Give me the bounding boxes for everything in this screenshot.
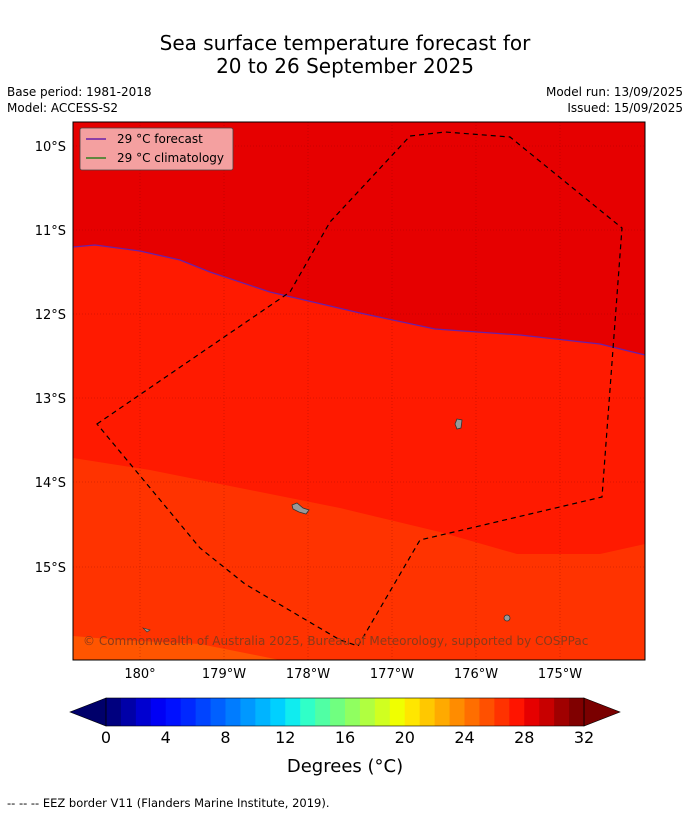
lon-label: 179°W bbox=[202, 667, 246, 682]
colorbar-segment bbox=[106, 698, 122, 726]
colorbar-segment bbox=[285, 698, 301, 726]
colorbar-tick-label: 4 bbox=[161, 728, 171, 747]
colorbar bbox=[69, 697, 621, 727]
sst-map-figure: © Commonwealth of Australia 2025, Bureau… bbox=[35, 121, 646, 777]
copyright-notice: © Commonwealth of Australia 2025, Bureau… bbox=[83, 634, 588, 648]
colorbar-tick-label: 24 bbox=[454, 728, 474, 747]
colorbar-segment bbox=[165, 698, 182, 726]
colorbar-segment bbox=[315, 698, 331, 726]
map-frame bbox=[72, 121, 646, 661]
island-south bbox=[503, 614, 511, 622]
colorbar-segment bbox=[210, 698, 226, 726]
lat-label: 13°S bbox=[35, 392, 66, 407]
colorbar-segment bbox=[464, 698, 480, 726]
colorbar-segment bbox=[255, 698, 271, 726]
colorbar-segment bbox=[524, 698, 540, 726]
issued-date: Issued: 15/09/2025 bbox=[567, 101, 683, 115]
lon-label: 175°W bbox=[538, 667, 582, 682]
colorbar-segment bbox=[330, 698, 346, 726]
colorbar-segment bbox=[569, 698, 585, 726]
colorbar-segment bbox=[240, 698, 256, 726]
base-period: Base period: 1981-2018 bbox=[7, 85, 152, 99]
colorbar-segment bbox=[225, 698, 241, 726]
island-west bbox=[291, 502, 310, 515]
lon-label: 176°W bbox=[454, 667, 498, 682]
colorbar-segment bbox=[479, 698, 495, 726]
forecast-29c-contour bbox=[73, 244, 645, 356]
colorbar-segment bbox=[135, 698, 152, 726]
model-run: Model run: 13/09/2025 bbox=[545, 85, 683, 99]
lat-label: 15°S bbox=[35, 561, 66, 576]
latitude-labels: 10°S 11°S 12°S 13°S 14°S 15°S bbox=[35, 140, 66, 576]
longitude-labels: 180° 179°W 178°W 177°W 176°W 175°W bbox=[124, 667, 582, 682]
eez-source-note: -- -- -- EEZ border V11 (Flanders Marine… bbox=[7, 796, 330, 810]
colorbar-segment bbox=[434, 698, 451, 726]
colorbar-tick-label: 0 bbox=[101, 728, 111, 747]
colorbar-tick-label: 8 bbox=[220, 728, 230, 747]
colorbar-segment bbox=[374, 698, 391, 726]
colorbar-segment bbox=[509, 698, 525, 726]
colorbar-segment bbox=[150, 698, 167, 726]
lon-label: 180° bbox=[124, 667, 155, 682]
colorbar-tick-label: 20 bbox=[395, 728, 415, 747]
sst-zone-26-27-corner bbox=[73, 636, 280, 660]
colorbar-segment bbox=[494, 698, 510, 726]
colorbar-segment bbox=[300, 698, 316, 726]
colorbar-tick-label: 28 bbox=[514, 728, 534, 747]
colorbar-frame bbox=[105, 697, 585, 727]
colorbar-min-extension bbox=[69, 697, 107, 727]
colorbar-label: Degrees (°C) bbox=[287, 756, 403, 777]
lat-label: 10°S bbox=[35, 140, 66, 155]
title-line-1: Sea surface temperature forecast for bbox=[159, 31, 531, 55]
eez-border bbox=[96, 131, 623, 647]
colorbar-ticks: 0 4 8 12 16 20 24 28 32 bbox=[101, 728, 594, 747]
lon-label: 178°W bbox=[286, 667, 330, 682]
colorbar-segment bbox=[389, 698, 406, 726]
colorbar-segment bbox=[404, 698, 421, 726]
colorbar-segment bbox=[345, 698, 361, 726]
colorbar-segment bbox=[539, 698, 555, 726]
map-legend: 29 °C forecast 29 °C climatology bbox=[79, 127, 234, 171]
sst-zone-29-30 bbox=[73, 122, 645, 355]
colorbar-tick-label: 16 bbox=[335, 728, 355, 747]
colorbar-segment bbox=[120, 698, 137, 726]
legend-climatology-label: 29 °C climatology bbox=[117, 151, 224, 165]
lon-label: 177°W bbox=[370, 667, 414, 682]
title-line-2: 20 to 26 September 2025 bbox=[216, 54, 474, 78]
colorbar-segment bbox=[195, 698, 212, 726]
legend-forecast-label: 29 °C forecast bbox=[117, 132, 203, 146]
colorbar-segment bbox=[449, 698, 465, 726]
lat-label: 12°S bbox=[35, 308, 66, 323]
island-southwest bbox=[141, 627, 151, 633]
colorbar-segment bbox=[419, 698, 436, 726]
colorbar-max-extension bbox=[583, 697, 621, 727]
colorbar-segment bbox=[554, 698, 570, 726]
map-plot-area: © Commonwealth of Australia 2025, Bureau… bbox=[73, 122, 645, 660]
colorbar-tick-label: 32 bbox=[574, 728, 594, 747]
model-name: Model: ACCESS-S2 bbox=[7, 101, 119, 115]
lat-label: 14°S bbox=[35, 476, 66, 491]
lat-label: 11°S bbox=[35, 224, 66, 239]
colorbar-segment bbox=[359, 698, 376, 726]
island-east bbox=[454, 418, 463, 430]
gridlines bbox=[73, 122, 645, 660]
colorbar-tick-label: 12 bbox=[275, 728, 295, 747]
colorbar-segment bbox=[270, 698, 286, 726]
colorbar-segment bbox=[180, 698, 197, 726]
